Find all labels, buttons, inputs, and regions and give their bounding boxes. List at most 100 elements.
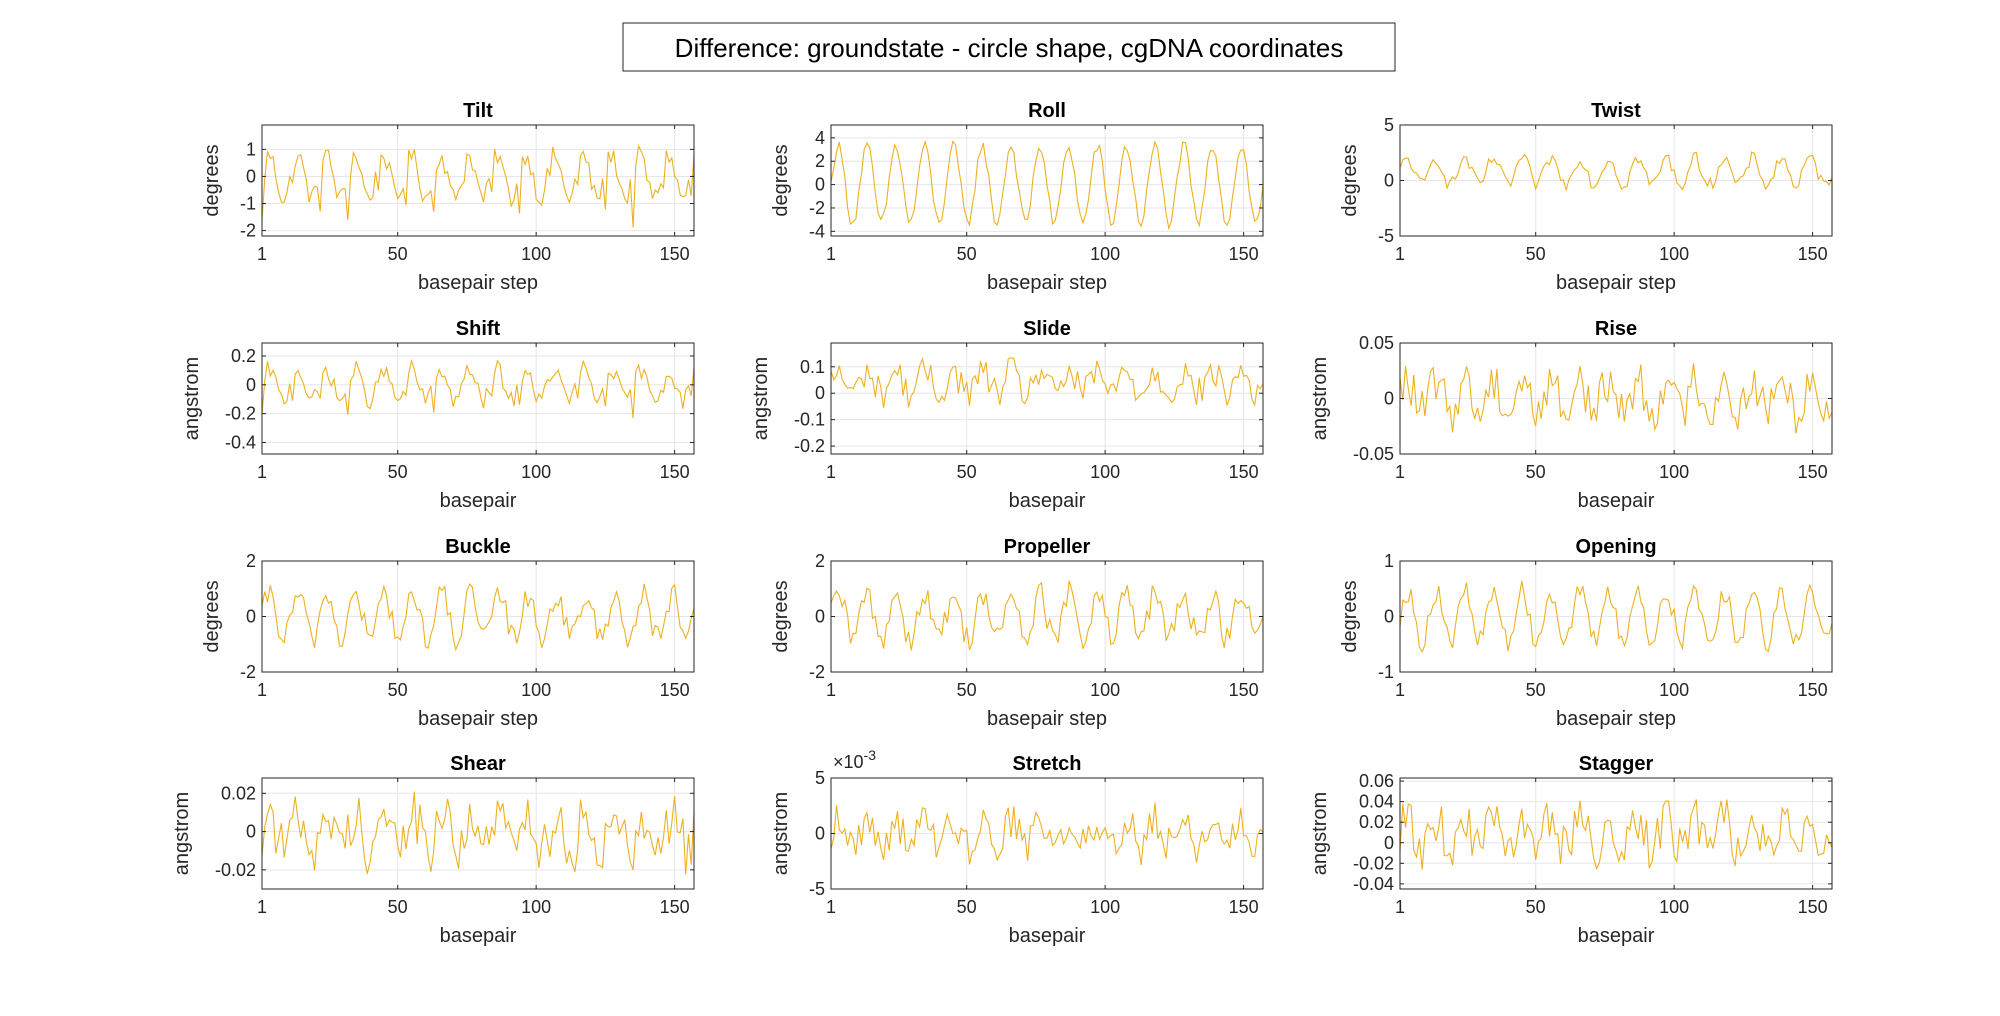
y-tick-label: -5 [809,879,825,899]
y-tick-label: 4 [815,128,825,148]
x-axis-label: basepair [1578,490,1655,512]
y-axis-label: angstrom [181,357,203,440]
x-axis-label: basepair [1009,925,1086,947]
x-tick-label: 150 [1229,462,1259,482]
plot-area [262,778,694,889]
y-tick-label: -0.2 [225,404,256,424]
x-tick-label: 100 [1659,680,1689,700]
x-axis-label: basepair step [418,708,538,730]
subplot-title: Rise [1595,318,1637,340]
x-tick-label: 50 [1526,244,1546,264]
x-tick-label: 1 [1395,462,1405,482]
x-tick-label: 100 [1090,897,1120,917]
subplot-stagger: 1 50 100 150-0.04-0.0200.020.040.06Staggerb… [1309,753,1833,947]
y-tick-label: 0.04 [1359,792,1394,812]
y-tick-label: -0.04 [1353,874,1394,894]
x-tick-label: 50 [957,680,977,700]
series-line-stagger [1399,799,1833,871]
y-axis-label: degrees [770,580,792,652]
y-tick-label: 0 [815,824,825,844]
subplot-title: Stagger [1579,753,1654,775]
x-tick-label: 100 [1090,244,1120,264]
y-axis-label: degrees [201,144,223,216]
series-line-twist [1399,151,1833,192]
y-tick-label: 0 [1384,607,1394,627]
x-tick-label: 50 [957,462,977,482]
y-axis-label: angstrom [770,792,792,875]
y-tick-label: 0.02 [1359,812,1394,832]
y-tick-label: 0 [1384,171,1394,191]
y-tick-label: 1 [246,139,256,159]
subplot-title: Opening [1575,536,1656,558]
subplot-title: Stretch [1013,753,1082,775]
x-tick-label: 1 [257,462,267,482]
y-tick-label: 0 [246,166,256,186]
x-axis-label: basepair [440,925,517,947]
x-tick-label: 150 [1798,462,1828,482]
axes-box [830,124,1264,237]
x-tick-label: 100 [521,462,551,482]
x-tick-label: 100 [1659,462,1689,482]
y-tick-label: -0.4 [225,432,256,452]
x-axis-label: basepair step [1556,708,1676,730]
y-tick-label: 0 [1384,833,1394,853]
x-tick-label: 50 [1526,897,1546,917]
y-tick-label: -1 [1378,662,1394,682]
x-tick-label: 100 [1090,462,1120,482]
x-tick-label: 1 [826,680,836,700]
y-axis-label: angstrom [1309,792,1331,875]
series-line-shear [261,791,695,875]
x-tick-label: 150 [1229,680,1259,700]
x-tick-label: 50 [957,897,977,917]
subplot-stretch: 1 50 100 150-505Stretchbasepairangstrom×10-… [770,747,1264,947]
y-exponent-superscript: -3 [864,747,877,763]
y-axis-label: angstrom [750,357,772,440]
x-tick-label: 150 [660,244,690,264]
y-tick-label: -1 [240,194,256,214]
x-tick-label: 1 [257,897,267,917]
series-line-roll [830,139,1264,231]
y-tick-label: -5 [1378,226,1394,246]
y-tick-label: -2 [240,662,256,682]
y-tick-label: 2 [246,551,256,571]
y-axis-label: degrees [1339,580,1361,652]
y-tick-label: -0.05 [1353,444,1394,464]
y-tick-label: -2 [809,662,825,682]
plot-area [1400,778,1832,889]
y-tick-label: -0.02 [1353,853,1394,873]
series-line-tilt [261,144,695,228]
axes-box [261,342,695,455]
subplot-title: Slide [1023,318,1071,340]
y-tick-label: 0.02 [221,783,256,803]
y-axis-label: degrees [201,580,223,652]
x-tick-label: 100 [521,680,551,700]
axes-box [261,124,695,237]
x-tick-label: 1 [1395,244,1405,264]
y-axis-label: angstrom [171,792,193,875]
y-tick-label: 0 [246,375,256,395]
subplot-shift: 1 50 100 150-0.4-0.200.2Shiftbasepairangstr… [181,318,695,512]
x-axis-label: basepair [1009,490,1086,512]
x-tick-label: 150 [660,897,690,917]
y-axis-label: degrees [770,144,792,216]
axes-box [261,777,695,890]
y-tick-label: 0.06 [1359,771,1394,791]
y-tick-label: 0.2 [231,346,256,366]
x-axis-label: basepair step [1556,272,1676,294]
series-line-stretch [830,802,1264,866]
y-tick-label: 0.1 [800,357,825,377]
x-tick-label: 150 [1798,244,1828,264]
y-tick-label: 0 [815,175,825,195]
x-tick-label: 150 [660,680,690,700]
x-tick-label: 150 [660,462,690,482]
series-line-opening [1399,580,1833,654]
x-tick-label: 150 [1798,680,1828,700]
subplot-slide: 1 50 100 150-0.2-0.100.1Slidebasepairangstr… [750,318,1264,512]
series-line-rise [1399,363,1833,434]
